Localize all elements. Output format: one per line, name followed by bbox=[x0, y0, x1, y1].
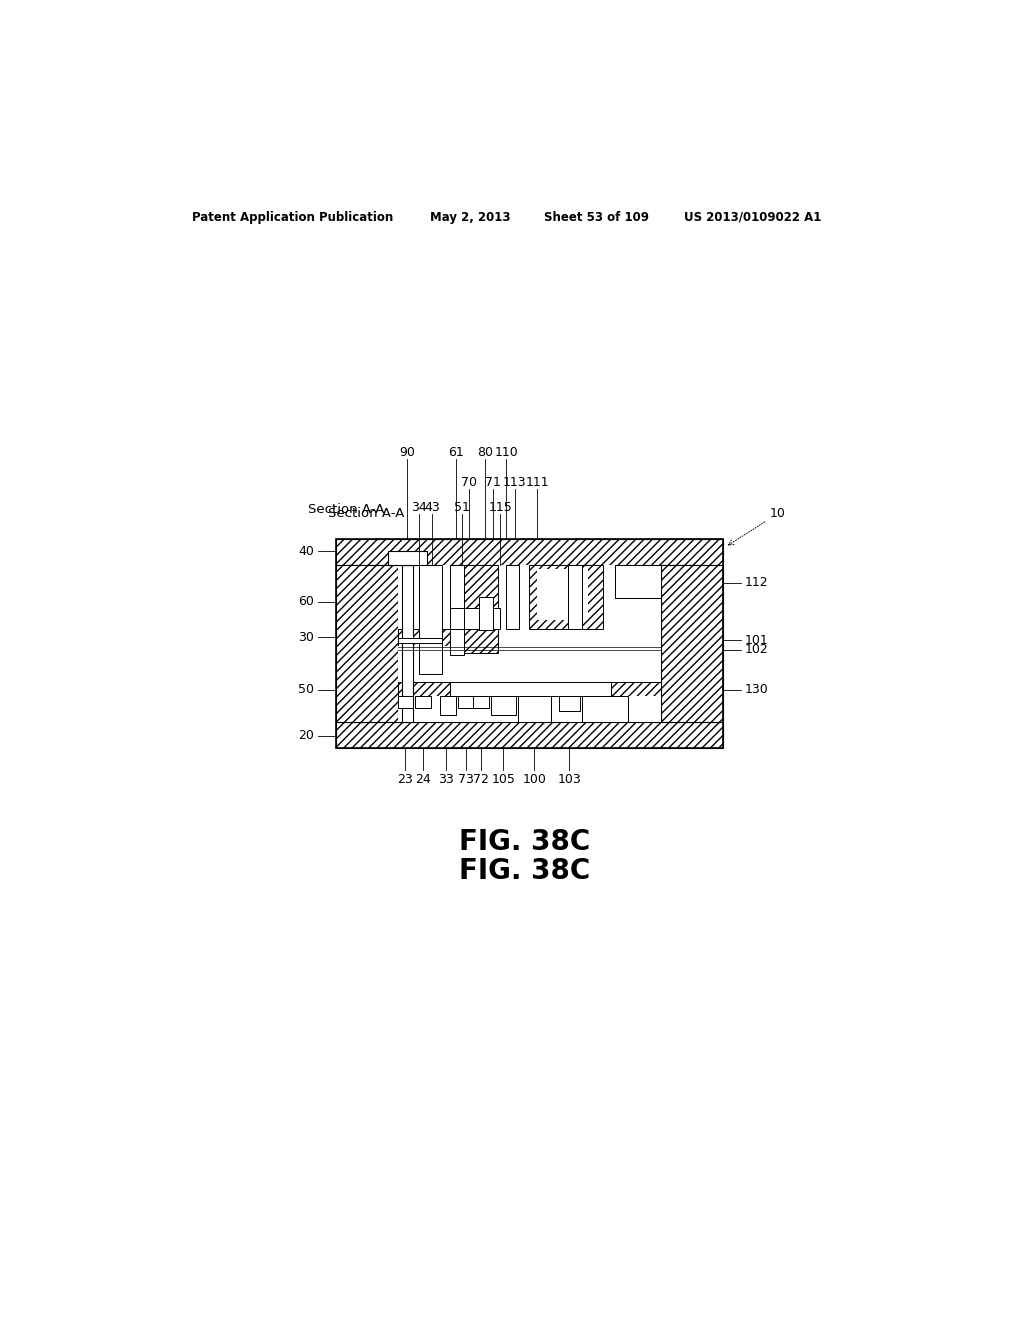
Text: 60: 60 bbox=[298, 595, 314, 609]
Bar bbox=[336, 539, 723, 565]
Bar bbox=[336, 722, 723, 748]
Text: 61: 61 bbox=[447, 446, 464, 459]
Text: 110: 110 bbox=[495, 446, 518, 459]
Text: May 2, 2013: May 2, 2013 bbox=[430, 211, 511, 224]
Text: Patent Application Publication: Patent Application Publication bbox=[191, 211, 393, 224]
Text: 73: 73 bbox=[458, 774, 473, 787]
Text: 51: 51 bbox=[454, 500, 470, 513]
Text: 105: 105 bbox=[492, 774, 515, 787]
Bar bbox=[582, 696, 629, 722]
Text: US 2013/0109022 A1: US 2013/0109022 A1 bbox=[684, 211, 822, 224]
Bar bbox=[415, 696, 431, 709]
Bar bbox=[538, 569, 588, 620]
Bar bbox=[464, 628, 499, 653]
Bar bbox=[397, 682, 662, 696]
Text: 33: 33 bbox=[438, 774, 454, 787]
Text: FIG. 38C: FIG. 38C bbox=[459, 829, 591, 857]
Text: 113: 113 bbox=[503, 475, 526, 488]
Bar bbox=[388, 552, 427, 565]
Bar bbox=[464, 609, 479, 628]
Bar bbox=[336, 539, 723, 748]
Text: 10: 10 bbox=[728, 507, 785, 545]
Text: 115: 115 bbox=[488, 500, 512, 513]
Bar bbox=[336, 565, 397, 722]
Text: 23: 23 bbox=[397, 774, 414, 787]
Bar bbox=[419, 565, 442, 675]
Bar bbox=[529, 565, 603, 628]
Text: 20: 20 bbox=[298, 729, 314, 742]
Text: 101: 101 bbox=[744, 634, 769, 647]
Bar bbox=[402, 565, 413, 722]
Text: 103: 103 bbox=[557, 774, 582, 787]
Bar bbox=[397, 628, 662, 645]
Bar bbox=[397, 696, 414, 709]
Bar bbox=[397, 639, 442, 643]
Bar bbox=[464, 565, 499, 628]
Text: FIG. 38C: FIG. 38C bbox=[459, 857, 591, 886]
Text: 71: 71 bbox=[484, 475, 501, 488]
Text: 90: 90 bbox=[399, 446, 416, 459]
Text: 100: 100 bbox=[522, 774, 547, 787]
Bar bbox=[506, 565, 518, 628]
Bar bbox=[558, 696, 580, 710]
Bar bbox=[397, 696, 662, 722]
Text: 72: 72 bbox=[473, 774, 488, 787]
Text: Section A-A: Section A-A bbox=[308, 503, 384, 516]
Bar bbox=[490, 696, 516, 714]
Bar bbox=[450, 565, 464, 655]
Bar bbox=[499, 628, 614, 664]
Bar bbox=[614, 565, 662, 598]
Bar bbox=[450, 682, 611, 696]
Text: 30: 30 bbox=[298, 631, 314, 644]
Bar bbox=[518, 696, 551, 722]
Bar bbox=[450, 628, 662, 682]
Text: 50: 50 bbox=[298, 682, 314, 696]
Text: 70: 70 bbox=[462, 475, 477, 488]
Bar bbox=[397, 565, 662, 628]
Text: 40: 40 bbox=[298, 545, 314, 558]
Text: 43: 43 bbox=[424, 500, 439, 513]
Text: 130: 130 bbox=[744, 682, 769, 696]
Text: 112: 112 bbox=[744, 577, 769, 589]
Bar bbox=[397, 645, 662, 682]
Text: Section A-A: Section A-A bbox=[328, 507, 404, 520]
Bar bbox=[568, 565, 582, 628]
Text: 80: 80 bbox=[477, 446, 493, 459]
Text: 102: 102 bbox=[744, 643, 769, 656]
Text: 111: 111 bbox=[525, 475, 549, 488]
Bar bbox=[479, 598, 493, 630]
Text: 24: 24 bbox=[415, 774, 431, 787]
Bar bbox=[440, 696, 456, 714]
Bar bbox=[450, 609, 501, 628]
Bar bbox=[458, 696, 473, 709]
Bar bbox=[662, 565, 723, 722]
Bar bbox=[473, 696, 488, 709]
Text: Sheet 53 of 109: Sheet 53 of 109 bbox=[544, 211, 649, 224]
Text: 34: 34 bbox=[412, 500, 427, 513]
